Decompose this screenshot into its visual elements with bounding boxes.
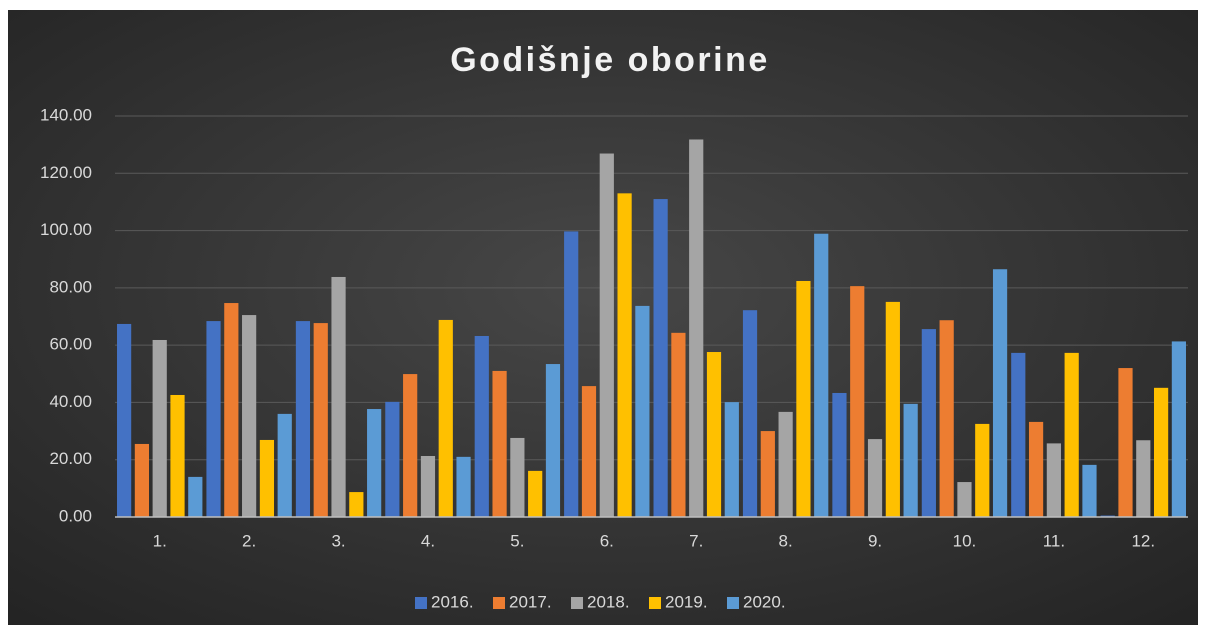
y-tick-label: 80.00 [49,277,92,296]
bar [313,323,328,517]
bar [1011,352,1026,517]
bar [510,437,525,517]
bar [564,231,579,517]
bar [939,320,954,517]
bar [224,303,239,517]
legend-swatch [493,597,505,609]
bar [724,402,739,517]
bar [1082,464,1097,517]
legend-label: 2016. [431,592,474,611]
bar [617,193,632,518]
legend-swatch [649,597,661,609]
x-tick-label: 11. [1043,531,1065,550]
x-tick-label: 9. [868,531,882,550]
bar [420,455,436,517]
bar [385,401,400,517]
bar [760,431,775,517]
x-tick-label: 2. [242,531,256,550]
y-tick-label: 120.00 [40,163,92,182]
bar [814,233,829,517]
x-tick-label: 7. [689,531,703,550]
bar [438,319,453,517]
bar [474,335,489,517]
legend-swatch [571,597,583,609]
x-tick-label: 8. [779,531,793,550]
bar [1064,352,1079,517]
bar [277,413,292,517]
x-tick-label: 4. [421,531,435,550]
bar [1046,443,1061,517]
y-tick-label: 140.00 [40,105,92,124]
legend-label: 2018. [587,592,630,611]
bar [671,332,686,517]
bar [545,364,561,517]
x-tick-label: 3. [331,531,345,550]
bar [134,443,150,517]
bar [581,386,597,517]
x-tick-label: 5. [510,531,524,550]
y-tick-label: 60.00 [49,335,92,354]
bar [456,456,471,517]
bar [778,411,793,517]
bar [331,276,346,517]
bar [867,439,883,517]
bar [599,153,614,517]
bar [492,370,507,517]
bar [1136,440,1151,517]
bar [903,403,918,517]
bar [796,280,811,517]
bar [1171,341,1186,517]
y-tick-label: 40.00 [49,392,92,411]
bar [921,329,936,517]
bar [653,199,668,518]
bar [975,423,990,517]
bar [188,476,203,517]
bar [367,409,382,517]
bar [1028,421,1044,517]
bar [170,394,185,517]
y-tick-label: 20.00 [49,449,92,468]
bar [528,470,543,517]
x-tick-label: 1. [153,531,167,550]
bar [117,323,132,517]
bar [242,315,257,517]
legend-label: 2020. [743,592,786,611]
bar [689,139,704,518]
legend-swatch [727,597,739,609]
bar [259,439,275,517]
legend-swatch [415,597,427,609]
bar [992,269,1008,517]
bar [832,392,847,517]
bar [206,321,221,517]
bar [152,339,167,517]
x-tick-label: 6. [600,531,614,550]
bar [742,310,758,517]
y-tick-label: 100.00 [40,220,92,239]
bar [1118,368,1133,517]
y-tick-label: 0.00 [59,506,92,525]
bar [403,374,418,517]
bar [635,305,650,517]
bar [706,352,722,517]
legend-label: 2017. [509,592,552,611]
bar [295,321,311,517]
chart-title: Godišnje oborine [450,41,770,79]
bar [957,482,972,517]
bar [885,301,900,517]
x-tick-label: 10. [953,531,977,550]
legend-label: 2019. [665,592,708,611]
bar [349,492,364,517]
x-tick-label: 12. [1131,531,1155,550]
bar [1153,387,1169,517]
bar [850,286,865,517]
